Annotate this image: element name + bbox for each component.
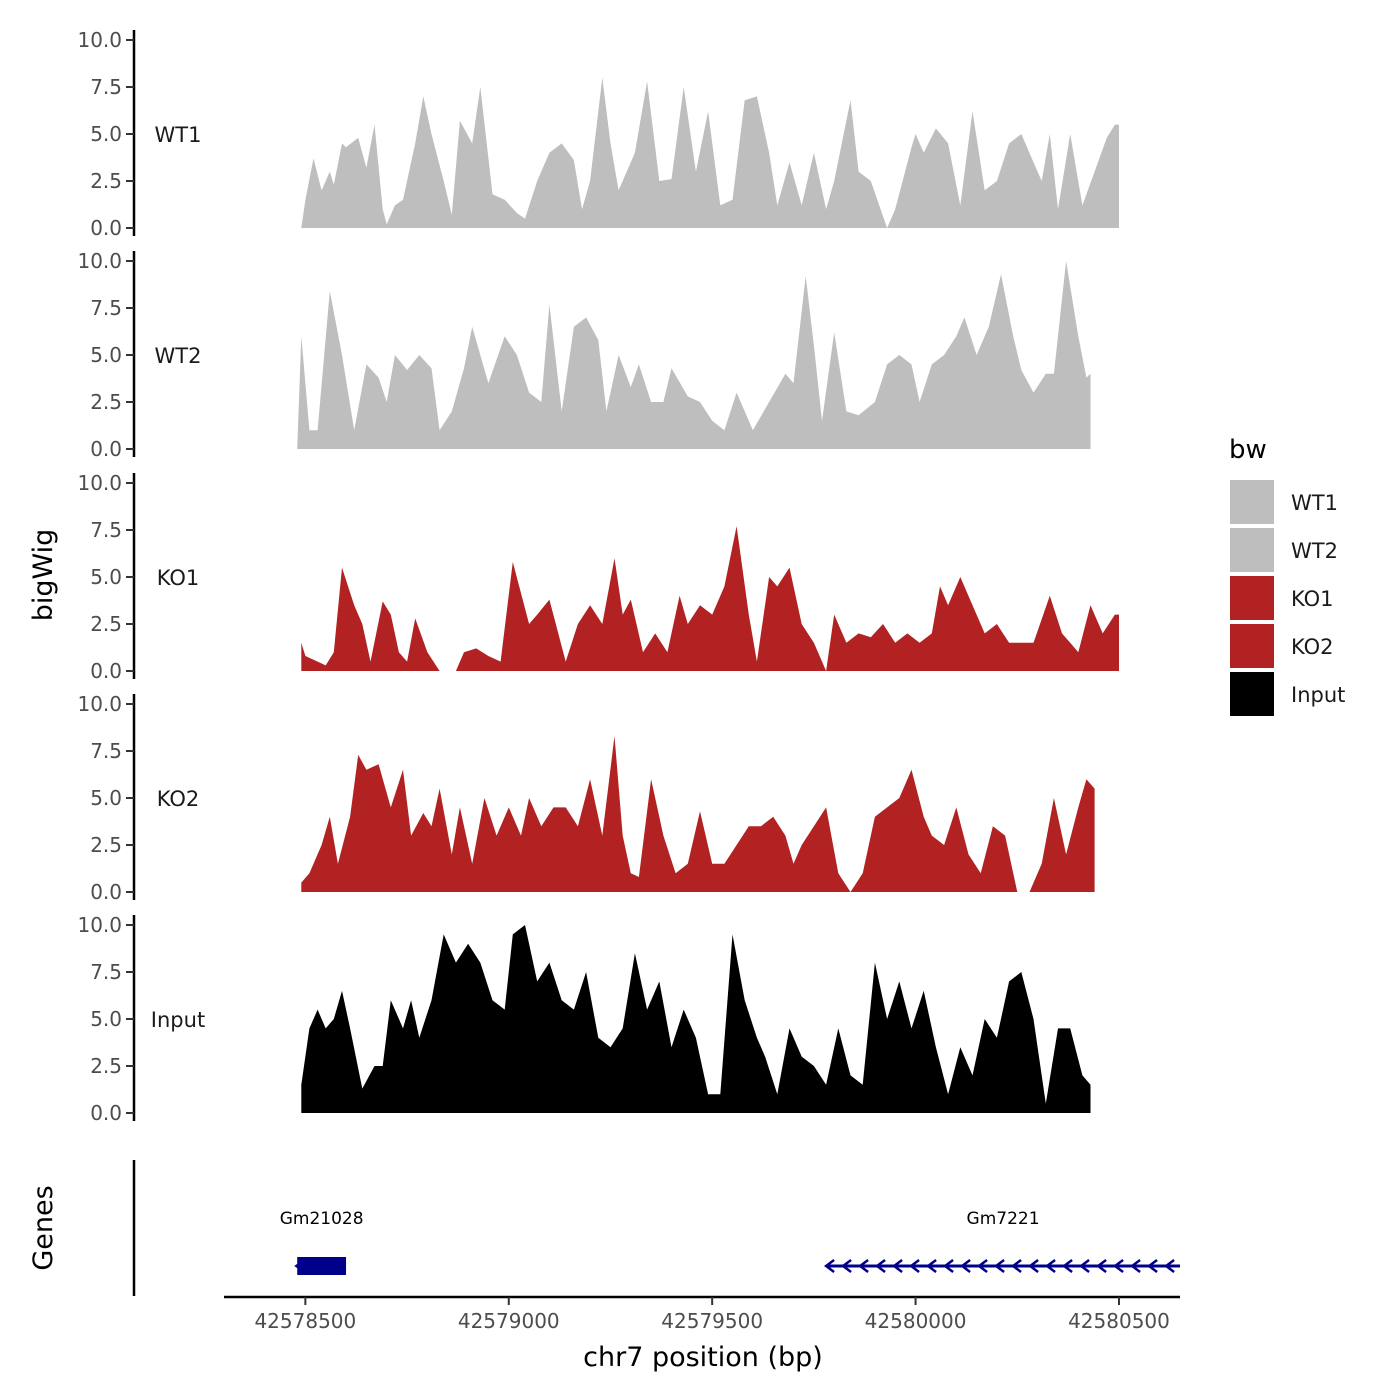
y-tick-label: 7.5: [90, 75, 122, 99]
y-tick-label: 0.0: [90, 437, 122, 461]
y-tick-label: 10.0: [77, 913, 122, 937]
track-input: 0.0 2.5 5.0 7.5 10.0 Input: [77, 913, 1091, 1125]
track-wt2: 0.0 2.5 5.0 7.5 10.0 WT2: [77, 249, 1091, 461]
legend-swatch: [1230, 480, 1274, 524]
legend-label: WT1: [1291, 491, 1338, 515]
strand-arrow: [294, 1261, 302, 1271]
area-wt1: [301, 77, 1119, 228]
gene-track: Gm21028 Gm7221: [132, 1160, 1180, 1296]
y-tick-label: 2.5: [90, 612, 122, 636]
area-ko1: [301, 526, 1119, 671]
y-tick-label: 0.0: [90, 216, 122, 240]
area-ko2: [301, 736, 1095, 892]
x-tick-label: 42580000: [865, 1309, 967, 1333]
strand-arrow: [942, 1259, 954, 1273]
legend-swatch: [1230, 528, 1274, 572]
y-axis-title: bigWig: [28, 529, 59, 622]
y-tick-label: 2.5: [90, 390, 122, 414]
track-label: KO2: [157, 787, 200, 811]
y-tick-label: 2.5: [90, 833, 122, 857]
strand-arrow: [1146, 1259, 1158, 1273]
strand-arrow: [891, 1259, 903, 1273]
strand-arrow: [908, 1259, 920, 1273]
legend-title: bw: [1229, 435, 1267, 465]
y-tick-label: 7.5: [90, 739, 122, 763]
y-tick-label: 5.0: [90, 343, 122, 367]
area-wt2: [297, 261, 1091, 449]
y-tick-label: 7.5: [90, 296, 122, 320]
x-tick-label: 42579500: [661, 1309, 763, 1333]
gene-label: Gm7221: [967, 1209, 1040, 1229]
legend-item-wt1: WT1: [1230, 480, 1338, 524]
legend-label: KO2: [1291, 635, 1334, 659]
y-tick-label: 10.0: [77, 471, 122, 495]
area-input: [301, 925, 1091, 1113]
x-axis-title: chr7 position (bp): [583, 1342, 823, 1373]
track-ko1: 0.0 2.5 5.0 7.5 10.0 KO1: [77, 471, 1119, 683]
x-tick-label: 42579000: [458, 1309, 560, 1333]
gene-gm7221: Gm7221: [823, 1209, 1180, 1274]
legend-item-input: Input: [1230, 672, 1345, 716]
legend-label: KO1: [1291, 587, 1334, 611]
strand-arrow: [874, 1259, 886, 1273]
x-tick-label: 42580500: [1068, 1309, 1170, 1333]
track-wt1: 0.0 2.5 5.0 7.5 10.0 WT1: [77, 28, 1119, 240]
strand-arrow: [1129, 1259, 1141, 1273]
legend-swatch: [1230, 576, 1274, 620]
legend-label: WT2: [1291, 539, 1338, 563]
x-axis: 42578500 42579000 42579500 42580000 42580500: [224, 1295, 1180, 1333]
x-tick-label: 42578500: [254, 1309, 356, 1333]
strand-arrow: [1078, 1259, 1090, 1273]
y-tick-label: 0.0: [90, 659, 122, 683]
genes-track-title: Genes: [28, 1185, 59, 1270]
y-tick-label: 7.5: [90, 518, 122, 542]
legend-label: Input: [1291, 683, 1345, 707]
gene-gm21028: Gm21028: [280, 1209, 364, 1275]
legend-swatch: [1230, 624, 1274, 668]
y-tick-label: 0.0: [90, 880, 122, 904]
strand-arrow: [1163, 1259, 1175, 1273]
y-tick-label: 7.5: [90, 960, 122, 984]
gene-exon-block: [297, 1257, 347, 1275]
strand-arrow: [840, 1259, 852, 1273]
y-tick-label: 10.0: [77, 692, 122, 716]
y-tick-label: 5.0: [90, 122, 122, 146]
y-tick-label: 5.0: [90, 786, 122, 810]
track-label: Input: [151, 1008, 205, 1032]
strand-arrow: [925, 1259, 937, 1273]
track-label: KO1: [157, 566, 200, 590]
legend-swatch: [1230, 672, 1274, 716]
track-label: WT1: [155, 123, 202, 147]
y-tick-label: 5.0: [90, 1007, 122, 1031]
y-tick-label: 2.5: [90, 169, 122, 193]
strand-arrow: [1095, 1259, 1107, 1273]
strand-arrow: [1112, 1259, 1124, 1273]
y-tick-label: 5.0: [90, 565, 122, 589]
track-label: WT2: [155, 344, 202, 368]
strand-arrow: [1027, 1259, 1039, 1273]
track-ko2: 0.0 2.5 5.0 7.5 10.0 KO2: [77, 692, 1095, 904]
strand-arrow: [976, 1259, 988, 1273]
strand-arrow: [1044, 1259, 1056, 1273]
strand-arrow: [993, 1258, 1005, 1274]
legend-item-ko1: KO1: [1230, 576, 1334, 620]
strand-arrow: [857, 1259, 869, 1273]
y-tick-label: 10.0: [77, 249, 122, 273]
legend: bw WT1 WT2 KO1 KO2 Input: [1229, 435, 1345, 716]
y-tick-label: 0.0: [90, 1101, 122, 1125]
strand-arrow: [959, 1259, 971, 1273]
strand-arrow: [823, 1259, 835, 1273]
y-tick-label: 2.5: [90, 1054, 122, 1078]
gene-label: Gm21028: [280, 1209, 364, 1229]
legend-item-ko2: KO2: [1230, 624, 1334, 668]
legend-item-wt2: WT2: [1230, 528, 1338, 572]
strand-arrow: [1061, 1259, 1073, 1273]
signal-tracks: 0.02.55.07.510.0WT10.02.55.07.510.0WT20.…: [77, 28, 1119, 1125]
strand-arrow: [1010, 1259, 1022, 1273]
y-tick-label: 10.0: [77, 28, 122, 52]
